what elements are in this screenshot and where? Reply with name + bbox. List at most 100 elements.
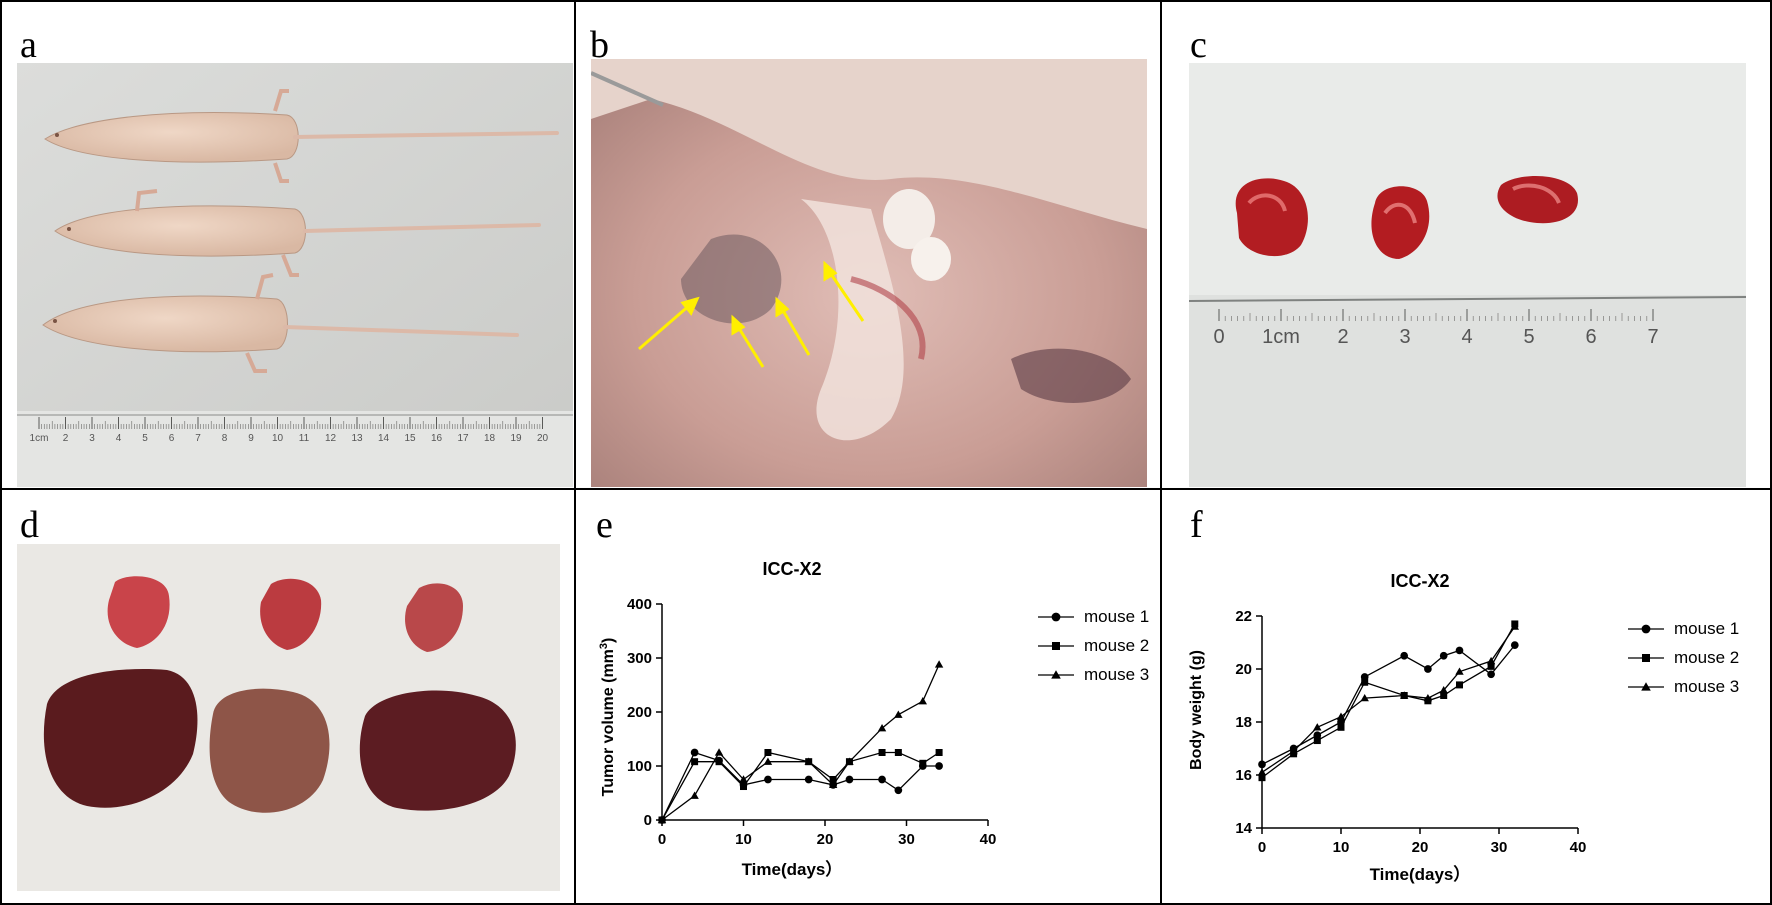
chart-f-series-1 — [1258, 641, 1519, 769]
chart-f-legend-symbol — [1628, 624, 1664, 634]
chart-f-x-tick-label: 20 — [1412, 839, 1429, 856]
chart-f-data-point — [1456, 681, 1463, 689]
chart-e-data-point — [894, 710, 903, 718]
chart-e-data-point — [935, 749, 943, 756]
ruler-a-mark-label: 7 — [195, 433, 201, 444]
lung-2 — [260, 578, 322, 650]
chart-f-ylabel: Body weight (g) — [1188, 650, 1205, 770]
chart-e-x-tick-label: 40 — [980, 831, 997, 848]
chart-e-ylabel-end: ) — [600, 638, 617, 643]
chart-f-x-tick-label: 40 — [1570, 839, 1587, 856]
ruler-a-mark-label: 14 — [378, 433, 390, 444]
chart-e-data-point — [894, 786, 903, 795]
ruler-a-mark-label: 2 — [63, 433, 69, 444]
chart-e-y-tick-label: 400 — [627, 596, 652, 613]
ruler-c-mark-label: 4 — [1461, 326, 1472, 348]
chart-e-data-point — [878, 775, 886, 784]
chart-e-data-point — [845, 757, 854, 765]
ruler-a-mark-label: 20 — [537, 433, 549, 444]
ruler-a-mark-label: 10 — [272, 433, 284, 444]
chart-e-data-point — [763, 757, 773, 765]
chart-e-x-tick-label: 10 — [735, 831, 752, 848]
chart-e-series-line-3 — [661, 664, 940, 821]
ruler-a-mark-label: 6 — [169, 433, 175, 444]
ruler-a-mark-label: 16 — [431, 433, 443, 444]
chart-f-data-point — [1487, 670, 1495, 679]
ruler-c-mark-label: 3 — [1399, 326, 1410, 348]
ruler-c-mark-label: 1cm — [1262, 326, 1300, 348]
chart-e-data-point — [918, 697, 927, 705]
chart-f-data-point — [1400, 691, 1409, 699]
chart-e-data-point — [740, 783, 747, 791]
chart-f-series-line-1 — [1261, 644, 1516, 765]
ruler-a-mark-label: 15 — [404, 433, 416, 444]
ruler-c: 0 1cm 2 3 4 5 6 7 — [1189, 295, 1746, 487]
liver-2 — [209, 688, 330, 813]
chart-e-data-point — [829, 776, 837, 783]
ruler-a-mark-label: 13 — [351, 433, 363, 444]
chart-f-legend-label: mouse 3 — [1674, 677, 1740, 696]
liver-3 — [359, 690, 516, 811]
chart-f-data-point — [1510, 622, 1519, 630]
panel-label-f: f — [1190, 504, 1203, 546]
chart-f-y-tick-label: 22 — [1235, 608, 1252, 625]
chart-f-data-point — [1313, 737, 1321, 745]
chart-e-data-point — [894, 749, 902, 756]
chart-f-data-point — [1258, 774, 1266, 782]
chart-f-x-tick-label: 0 — [1258, 839, 1266, 856]
chart-e-data-point — [690, 748, 699, 757]
ruler-a-mark-label: 5 — [142, 433, 148, 444]
ruler-a-mark-label: 4 — [116, 433, 122, 444]
chart-e-data-point — [878, 749, 886, 756]
chart-e-data-point — [764, 775, 772, 784]
chart-e-data-point — [877, 724, 887, 732]
ruler-c-mark-label: 7 — [1647, 326, 1658, 348]
chart-e-y-tick-label: 200 — [627, 704, 652, 721]
chart-e-legend-symbol — [1038, 612, 1074, 622]
chart-e-data-point — [919, 759, 927, 767]
photo-tumors: 0 1cm 2 3 4 5 6 7 — [1189, 63, 1746, 487]
arrow-icons — [638, 260, 865, 368]
chart-f-data-point — [1423, 693, 1433, 702]
chart-f-legend-marker-circle — [1641, 624, 1651, 634]
chart-e-ylabel-sup: 3 — [598, 643, 610, 649]
mouse-photo-3 — [42, 273, 519, 373]
chart-f-data-point — [1424, 665, 1432, 673]
chart-f-data-point — [1439, 651, 1448, 660]
chart-f-legend-marker-square — [1642, 654, 1650, 662]
chart-e-y-tick-label: 100 — [627, 758, 652, 775]
chart-f-series-line-2 — [1261, 623, 1516, 779]
chart-f-data-point — [1313, 723, 1322, 731]
photo-organs — [17, 544, 560, 891]
ruler-a-mark-label: 3 — [89, 433, 95, 444]
chart-e-ylabel: Tumor volume (mm3) — [598, 638, 617, 797]
chart-e-data-point — [657, 815, 667, 824]
chart-e-legend-label: mouse 1 — [1084, 607, 1150, 626]
tumor-1 — [1235, 178, 1308, 257]
chart-e-data-point — [804, 775, 813, 784]
chart-f-series-2 — [1258, 620, 1519, 782]
chart-e-data-point — [739, 775, 748, 783]
ruler-a-mark-label: 1cm — [30, 433, 49, 444]
chart-f-y-tick-label: 14 — [1235, 820, 1252, 837]
chart-e-data-point — [828, 780, 838, 789]
ruler-c-mark-label: 0 — [1213, 326, 1224, 348]
ruler-a-mark-label: 11 — [299, 433, 310, 444]
chart-f-data-point — [1510, 641, 1519, 650]
chart-f-data-point — [1360, 693, 1369, 702]
chart-f-xlabel: Time(days） — [1370, 864, 1471, 884]
panel-label-e: e — [596, 504, 613, 546]
chart-e-data-point — [764, 749, 772, 756]
mouse-photo-1 — [44, 89, 559, 183]
chart-e-x-tick-label: 30 — [898, 831, 915, 848]
chart-f-legend-label: mouse 1 — [1674, 619, 1740, 638]
chart-e-data-point — [845, 775, 854, 784]
ruler-a-mark-label: 18 — [484, 433, 496, 444]
chart-f-legend-symbol — [1628, 654, 1664, 662]
chart-e-legend-marker-triangle — [1051, 670, 1061, 679]
chart-f-x-tick-label: 30 — [1491, 839, 1508, 856]
ruler-a-mark-label: 9 — [248, 433, 254, 444]
